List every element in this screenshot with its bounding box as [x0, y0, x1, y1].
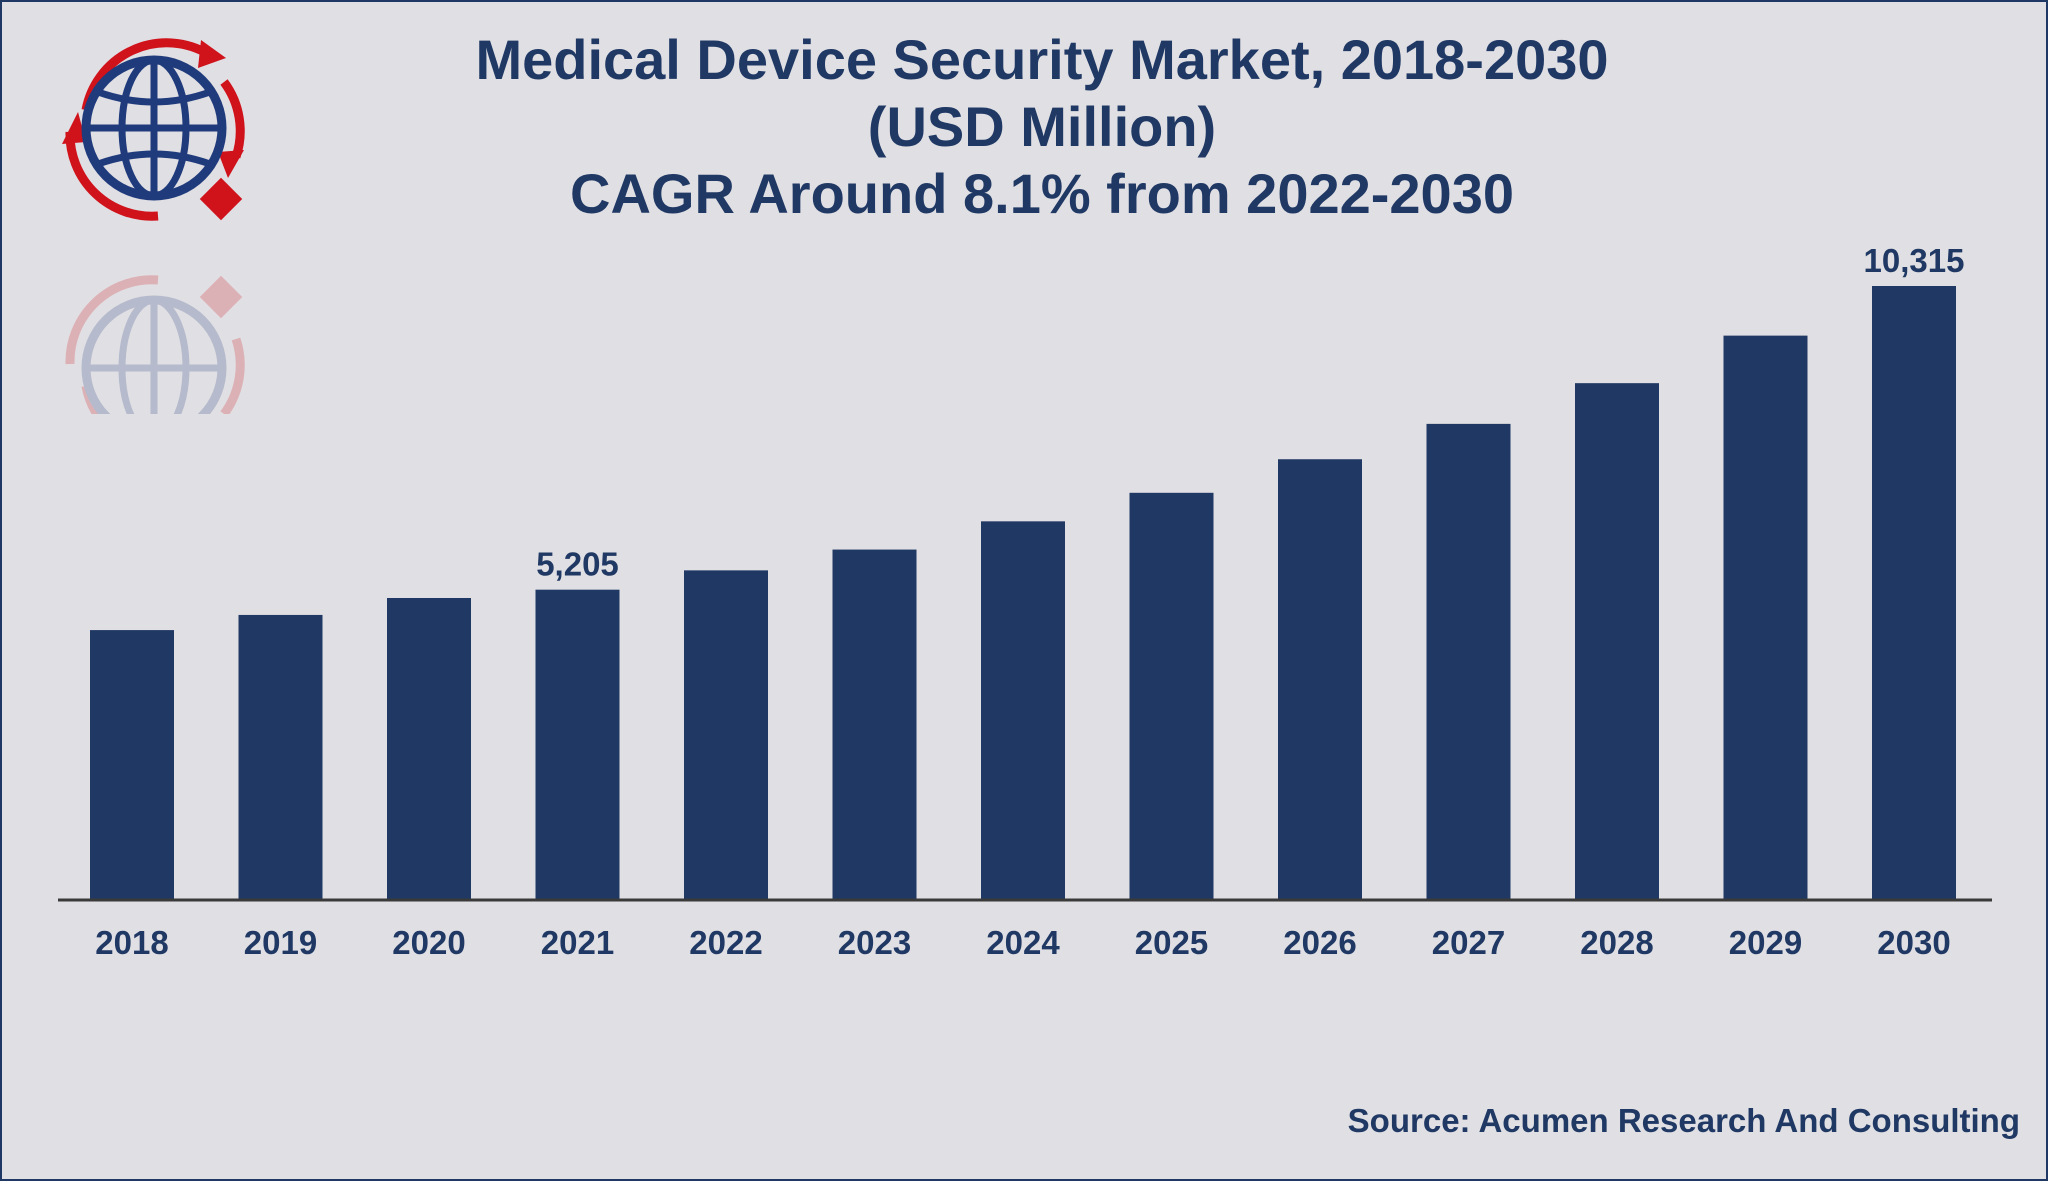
bar-2022	[684, 570, 768, 899]
data-label: 5,205	[536, 546, 619, 583]
x-tick-label: 2023	[838, 924, 911, 961]
x-tick-label: 2018	[95, 924, 168, 961]
bar-2028	[1575, 383, 1659, 899]
title-line-2: (USD Million)	[867, 95, 1217, 158]
x-tick-label: 2020	[392, 924, 465, 961]
source-note: Source: Acumen Research And Consulting	[1347, 1102, 2020, 1139]
globe-logo-icon	[58, 32, 258, 232]
bar-2030	[1872, 286, 1956, 899]
bar-2023	[832, 549, 917, 899]
chart-title: Medical Device Security Market, 2018-203…	[302, 26, 1782, 227]
x-tick-label: 2030	[1877, 924, 1950, 961]
bar-2021	[535, 589, 620, 899]
bar-2024	[981, 521, 1065, 899]
bar-2020	[387, 597, 471, 899]
x-tick-label: 2029	[1729, 924, 1802, 961]
bar-2019	[238, 614, 323, 899]
x-tick-label: 2025	[1135, 924, 1208, 961]
bar-2026	[1278, 459, 1362, 899]
bar-2029	[1723, 335, 1808, 899]
title-line-1: Medical Device Security Market, 2018-203…	[475, 28, 1609, 91]
title-line-3: CAGR Around 8.1% from 2022-2030	[570, 162, 1514, 225]
bar-2027	[1426, 423, 1511, 899]
bar-2018	[90, 630, 174, 899]
x-tick-label: 2024	[986, 924, 1060, 961]
data-label: 10,315	[1864, 242, 1965, 279]
x-tick-label: 2026	[1283, 924, 1356, 961]
x-tick-label: 2028	[1580, 924, 1653, 961]
x-tick-label: 2019	[244, 924, 317, 961]
x-tick-label: 2022	[689, 924, 762, 961]
x-tick-label: 2027	[1432, 924, 1505, 961]
logo-reflection	[58, 264, 258, 414]
bar-2025	[1129, 492, 1214, 899]
x-tick-label: 2021	[541, 924, 614, 961]
